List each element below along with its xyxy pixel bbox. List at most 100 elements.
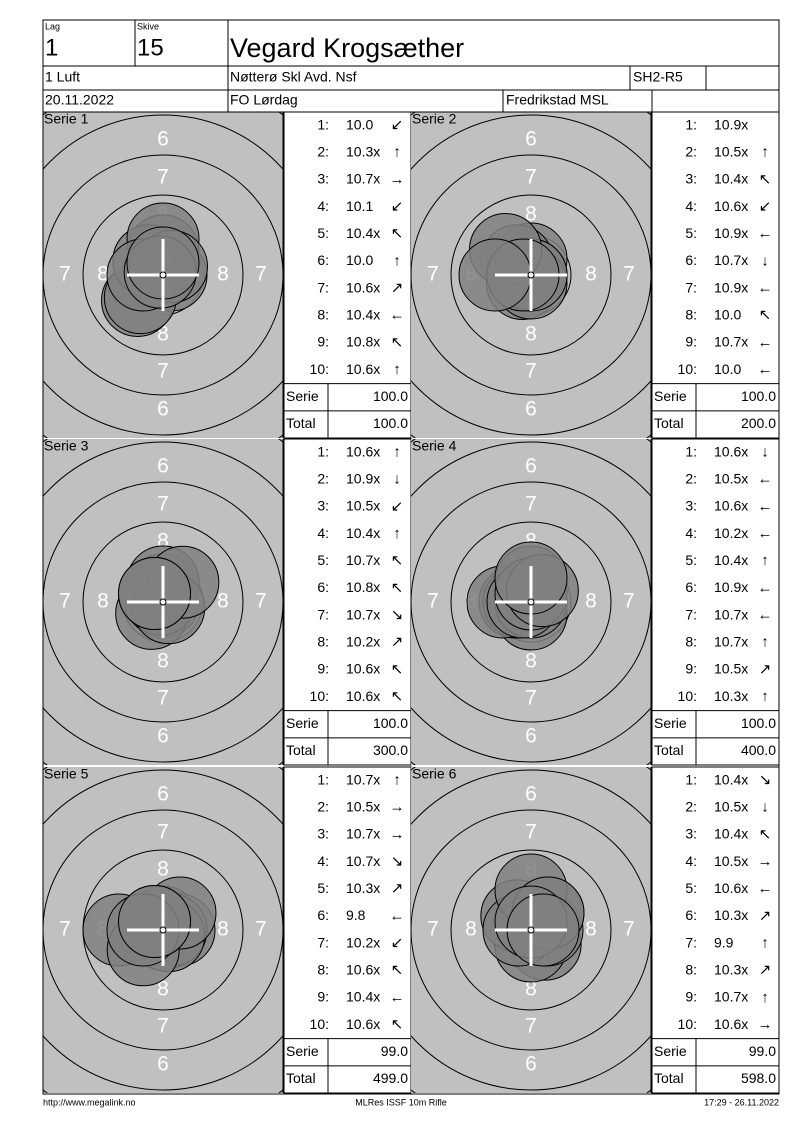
shot-number: 6: [317,579,329,595]
shot-score: 10.6x [346,443,380,459]
shot-score: 10.4x [714,552,748,568]
shot-score: 10.7x [714,633,748,649]
series-title: Serie 6 [412,766,457,782]
ring [450,849,612,1011]
footer-center: MLRes ISSF 10m Rifle [355,1097,447,1107]
shot-number: 6: [685,907,697,923]
shot-number: 10: [310,361,329,377]
shot-score: 10.2x [346,934,380,950]
shot-score: 10.6x [714,443,748,459]
shot-number: 2: [317,143,329,159]
shot-number: 4: [685,198,697,214]
shot-number: 8: [317,306,329,322]
shot-number: 3: [317,498,329,514]
shot-number: 4: [317,198,329,214]
shot-direction: ↑ [761,552,769,569]
shot-score: 10.9x [714,279,748,295]
shot-number: 10: [678,688,697,704]
ring [411,154,651,396]
shot-number: 9: [685,989,697,1005]
shot-direction: ↗ [391,280,404,297]
shot-number: 5: [685,225,697,241]
shot-direction: ↙ [391,935,404,952]
shot-direction: ↙ [391,498,404,515]
ring-label: 8 [157,858,169,881]
shot-score: 10.4x [346,225,380,241]
shot-number: 8: [317,961,329,977]
shot-score: 10.3x [714,688,748,704]
shot-direction: ↖ [391,962,404,979]
event: FO Lørdag [230,92,298,108]
ring-label: 7 [59,590,71,613]
shot-number: 9: [317,661,329,677]
ring-label: 7 [255,918,267,941]
shot-score: 10.5x [714,661,748,677]
shot-score: 10.8x [346,579,380,595]
shot-direction: ↓ [761,444,769,461]
shot-direction: ↖ [391,1016,404,1033]
shot-number: 2: [317,798,329,814]
shot-score: 10.7x [346,552,380,568]
shot-score: 10.6x [714,498,748,514]
ring-label: 7 [525,493,537,516]
series-panels: 6 6 7 7 7 7 8 8 8 8 Serie 1 1: 10.0 ↙ 2: 10.3x ↑ 3: 10.7x →… [43,111,780,1094]
shot-number: 7: [317,279,329,295]
shot-direction: ↑ [393,444,401,461]
header: Lag 1 Skive 15 Vegard Krogsæther 1 Luft … [42,19,780,113]
shot-number: 2: [685,143,697,159]
ring-label: 6 [525,128,537,151]
ring-label: 6 [157,783,169,806]
shot-score: 10.3x [714,907,748,923]
shot-score: 10.6x [714,880,748,896]
shot-number: 5: [685,552,697,568]
shot-number: 9: [317,989,329,1005]
class: 1 Luft [45,69,80,85]
shot-direction: ↓ [761,799,769,816]
ring-label: 6 [157,725,169,748]
shot-direction: ↘ [759,772,772,789]
total-label: Total [286,415,316,431]
place: Fredrikstad MSL [506,92,609,108]
shot-score: 9.9 [714,934,734,950]
serie-value: 100.0 [373,715,408,731]
series-title: Serie 2 [412,111,457,127]
shot-score: 10.4x [346,306,380,322]
total-label: Total [654,742,684,758]
shot-direction: ← [758,607,773,624]
body-frame [42,111,780,1095]
ring [411,481,651,723]
shot-direction: ↑ [393,525,401,542]
shot-direction: ← [758,579,773,596]
ring [43,154,283,396]
shot-number: 9: [685,661,697,677]
shot-score: 10.9x [714,579,748,595]
shot-direction: ↖ [391,688,404,705]
shot-direction: ← [390,989,405,1006]
serie-label: Serie [654,388,687,404]
shot-number: 9: [685,334,697,350]
total-label: Total [286,742,316,758]
series-title: Serie 1 [44,111,89,127]
shot-score: 10.4x [714,826,748,842]
shot-direction: → [758,1016,773,1033]
shot-number: 7: [317,606,329,622]
ring [43,809,283,1051]
ring-label: 8 [525,323,537,346]
total-value: 200.0 [741,415,776,431]
shot-number: 3: [685,826,697,842]
shot-number: 1: [317,443,329,459]
ring-label: 7 [525,1015,537,1038]
shot-score: 10.8x [346,334,380,350]
shot-direction: ↖ [391,579,404,596]
shot-score: 10.6x [346,961,380,977]
ring-label: 7 [427,918,439,941]
serie-label: Serie [654,1043,687,1059]
skive-label: Skive [137,21,159,31]
shot-direction: ↑ [393,144,401,161]
